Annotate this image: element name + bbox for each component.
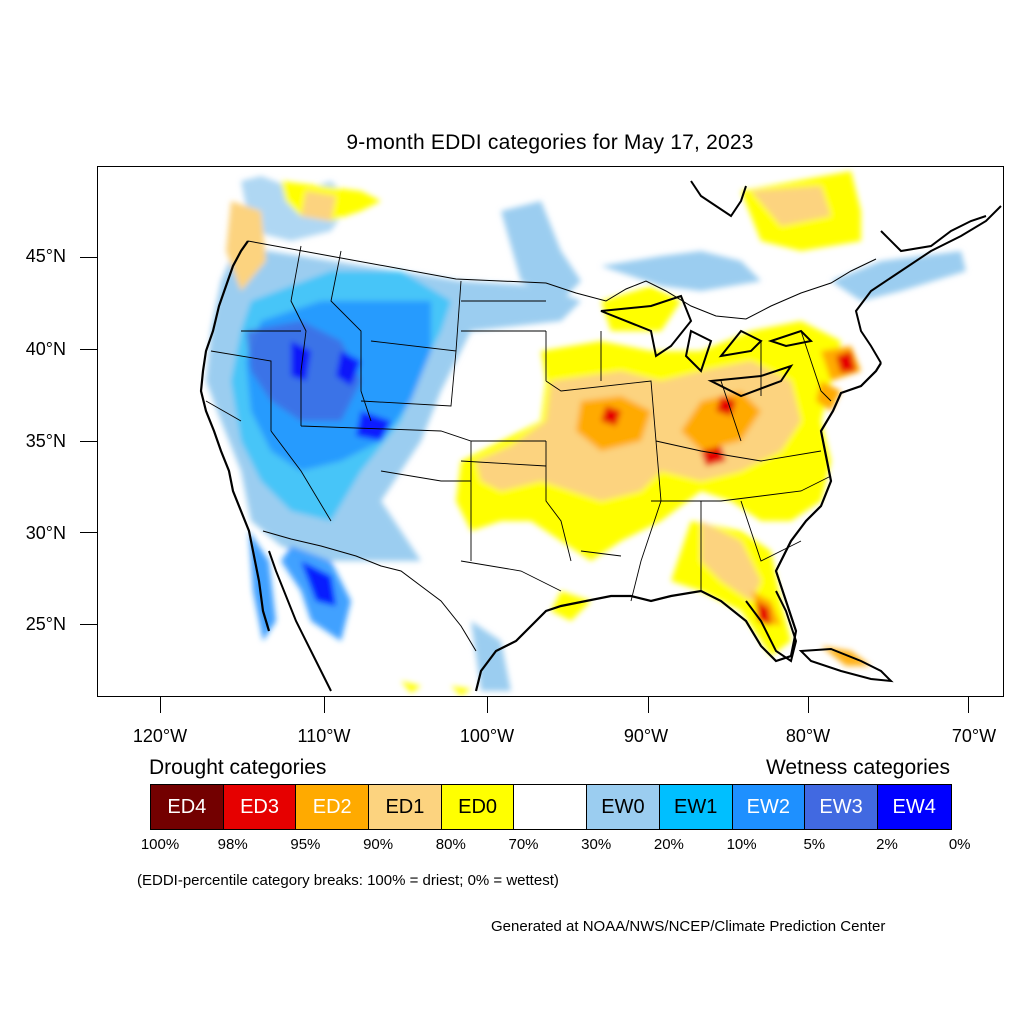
legend-colorbar: ED4 ED3 ED2 ED1 ED0 EW0 EW1 EW2 EW3 EW4 [150,784,952,830]
ew-region-north [501,201,966,301]
lat-label-25: 25°N [25,614,66,634]
lon-label-120w: 120°W [132,726,188,746]
lon-tick [968,697,969,713]
wetness-heading: Wetness categories [765,756,950,779]
percentile-label: 95% [290,836,321,853]
percentile-label: 10% [726,836,757,853]
map-title: 9-month EDDI categories for May 17, 2023 [346,131,754,154]
percentile-label: 90% [363,836,394,853]
ew-region-baja [249,531,276,641]
lon-label-90w: 90°W [623,726,669,746]
lat-tick [80,532,97,533]
lon-tick [808,697,809,713]
ew4-region-southwest [301,561,336,606]
lat-label-45: 45°N [25,246,66,266]
legend-box-ed3: ED3 [223,785,297,829]
legend-box-ed4: ED4 [151,785,224,829]
ed3-region [601,351,856,626]
lat-label-35: 35°N [25,431,66,451]
legend-box-ed1: ED1 [369,785,442,829]
lat-label-30: 30°N [25,523,66,543]
lon-label-110w: 110°W [297,726,351,746]
eddi-map [199,171,1002,696]
percentile-label: 100% [140,836,180,853]
lon-tick [160,697,161,713]
percentile-label: 70% [508,836,539,853]
ed1-region-se [701,521,761,601]
category-note: (EDDI-percentile category breaks: 100% =… [137,872,559,889]
lat-tick [80,257,97,258]
legend-box-ew4: EW4 [877,785,951,829]
baja-coast [268,550,332,692]
legend-box-ew1: EW1 [659,785,733,829]
ed2-region [576,346,861,626]
legend-box-neutral [514,785,588,829]
percentile-label: 5% [803,836,826,853]
cuba-coast [798,647,894,683]
northeast-coast [854,205,1002,364]
canada-border [247,240,877,320]
ed0-region-texas [401,681,471,696]
percentile-label: 2% [876,836,898,853]
percentile-label: 0% [948,836,971,853]
legend-box-ew2: EW2 [732,785,806,829]
lat-tick [80,624,97,625]
lat-tick [80,349,97,350]
lat-label-40: 40°N [25,339,66,359]
lat-tick [80,441,97,442]
lon-label-70w: 70°W [951,726,997,746]
gulf-coast [474,362,882,692]
credit-line: Generated at NOAA/NWS/NCEP/Climate Predi… [491,918,886,935]
map-panel [97,166,1004,697]
legend-box-ed0: ED0 [441,785,515,829]
florida-peninsula [745,590,798,663]
mexico-border [262,530,477,652]
lon-label-80w: 80°W [785,726,831,746]
lon-label-100w: 100°W [459,726,515,746]
state-borders [205,245,832,602]
ed1-region-north [226,186,831,291]
percentile-label: 80% [435,836,466,853]
coastline-west [199,240,271,632]
eddi-fields [206,171,966,696]
hudson-bay [690,180,987,253]
percentile-label: 30% [581,836,612,853]
drought-heading: Drought categories [149,756,327,779]
percentile-label: 20% [653,836,684,853]
lon-tick [487,697,488,713]
boundaries [199,180,1002,692]
lon-tick [648,697,649,713]
ew4-region-west [291,341,391,441]
legend-box-ew3: EW3 [805,785,878,829]
legend-box-ed2: ED2 [296,785,370,829]
legend-box-ew0: EW0 [587,785,660,829]
lon-tick [324,697,325,713]
percentile-label: 98% [217,836,248,853]
